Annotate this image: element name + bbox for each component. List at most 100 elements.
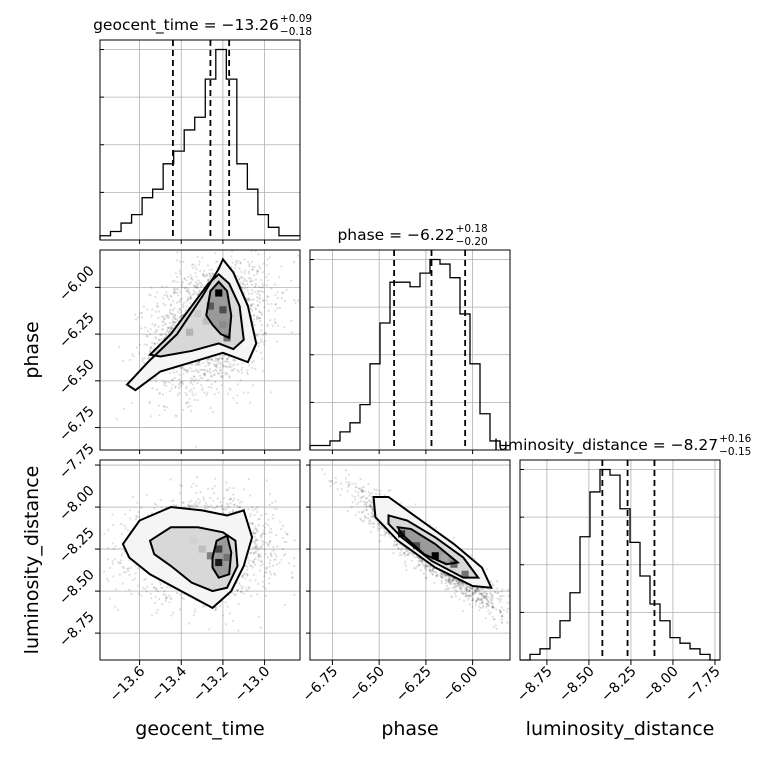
scatter-point [252,561,255,564]
scatter-point [368,500,371,503]
scatter-point [262,529,265,532]
scatter-point [172,321,175,324]
scatter-point [257,553,260,556]
scatter-point [297,254,300,257]
scatter-point [234,247,236,249]
scatter-point [489,592,492,595]
scatter-point [176,370,179,373]
scatter-point [274,302,278,305]
scatter-point [164,594,167,597]
scatter-point [262,298,265,301]
scatter-point [145,343,149,346]
scatter-point [128,588,131,591]
scatter-point [195,504,198,507]
scatter-point [260,286,263,289]
scatter-point [273,309,277,312]
scatter-point [329,492,331,494]
scatter-point [492,584,495,587]
scatter-point [249,494,252,497]
scatter-point [346,510,349,513]
scatter-point [162,593,165,596]
scatter-point [246,372,249,376]
scatter-point [161,297,165,300]
scatter-point [236,363,240,366]
scatter-point [262,580,265,583]
scatter-point [215,359,218,362]
scatter-point [257,518,260,521]
scatter-point [212,369,215,373]
scatter-point [254,308,257,311]
scatter-point [165,322,168,325]
scatter-point [106,558,109,561]
scatter-point [287,562,291,565]
scatter-point [118,573,122,576]
scatter-point [491,606,494,609]
scatter-point [451,579,454,582]
panel-title: geocent_time = −13.26 [93,16,279,35]
scatter-point [209,367,212,371]
scatter-point [185,385,188,388]
scatter-point [505,610,509,613]
scatter-point [239,584,242,587]
scatter-point [250,308,253,311]
scatter-point [156,305,159,308]
scatter-point [350,505,353,508]
scatter-point [171,316,175,319]
scatter-point [418,557,421,560]
scatter-point [198,374,202,377]
scatter-point [206,278,210,281]
scatter-point [194,445,197,448]
scatter-point [185,289,188,293]
scatter-point [172,499,175,502]
scatter-point [256,269,259,272]
scatter-point [252,531,255,534]
scatter-point [229,498,232,501]
scatter-point [185,279,188,282]
scatter-point [181,381,184,384]
scatter-point [259,278,263,282]
scatter-point [260,338,263,341]
scatter-point [169,586,172,589]
scatter-point [165,285,168,288]
scatter-point [182,373,185,376]
scatter-point [260,514,263,517]
scatter-point [425,565,428,568]
scatter-point [122,571,125,574]
scatter-point [161,285,164,288]
scatter-point [273,318,276,321]
scatter-point [190,377,193,380]
scatter-point [196,255,199,259]
scatter-point [499,611,502,614]
scatter-point [492,626,495,629]
scatter-point [156,291,159,294]
scatter-point [374,492,378,495]
scatter-point [171,383,174,386]
scatter-point [171,319,174,322]
scatter-point [210,383,213,386]
scatter-point [143,357,146,360]
scatter-point [220,357,223,361]
scatter-point [191,266,194,269]
scatter-point [267,309,270,312]
density-cell [190,537,198,545]
scatter-point [163,382,166,385]
scatter-point [150,314,153,317]
scatter-point [249,579,252,582]
scatter-point [256,505,259,509]
scatter-point [280,265,283,268]
scatter-point [192,387,196,390]
scatter-point [214,606,217,609]
scatter-point [196,504,199,507]
scatter-point [196,381,199,385]
scatter-point [124,513,127,516]
scatter-point [215,370,218,373]
scatter-point [201,256,204,259]
scatter-point [486,604,489,608]
scatter-point [265,567,268,570]
scatter-point [230,255,233,258]
scatter-point [196,286,199,290]
scatter-point [174,317,177,320]
scatter-point [202,368,205,372]
scatter-point [256,530,259,533]
scatter-point [163,318,166,321]
